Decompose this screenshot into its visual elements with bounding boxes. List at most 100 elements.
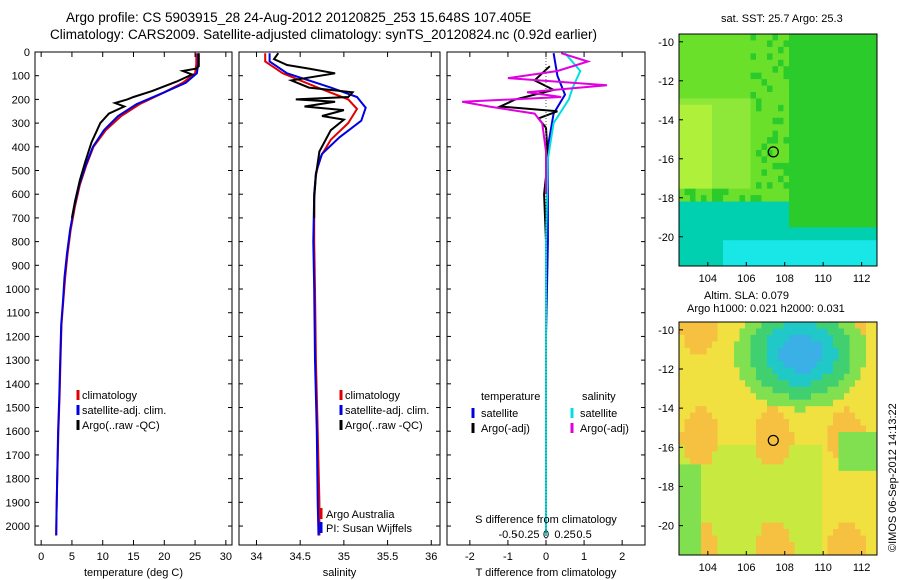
map-cell	[723, 46, 729, 54]
map-cell	[778, 85, 784, 93]
map-cell	[844, 72, 850, 80]
map-cell	[789, 111, 795, 119]
map-x-tick-label: 112	[853, 273, 871, 285]
map-cell	[838, 509, 845, 517]
map-cell	[838, 104, 845, 112]
map-cell	[717, 111, 724, 119]
map-cell	[701, 535, 707, 543]
map-cell	[849, 535, 856, 543]
map-cell	[756, 334, 762, 342]
map-cell	[745, 111, 751, 119]
map-cell	[811, 464, 817, 472]
map-cell	[745, 34, 751, 41]
map-cell	[723, 322, 729, 329]
map-cell	[772, 393, 779, 401]
map-cell	[701, 59, 707, 67]
header-line-1: Argo profile: CS 5903915_28 24-Aug-2012 …	[66, 10, 532, 25]
map-cell	[728, 169, 735, 177]
map-cell	[750, 483, 757, 491]
map-cell	[811, 175, 817, 183]
map-cell	[871, 367, 878, 375]
map-cell	[838, 98, 845, 106]
map-cell	[805, 59, 812, 67]
map-cell	[684, 34, 691, 41]
map-cell	[695, 438, 702, 446]
map-cell	[866, 386, 872, 394]
map-cell	[778, 34, 784, 41]
map-cell	[833, 522, 839, 530]
map-cell	[695, 246, 702, 254]
map-cell	[838, 246, 845, 254]
map-cell	[833, 53, 839, 61]
map-cell	[849, 354, 856, 362]
map-cell	[844, 195, 850, 202]
map-cell	[728, 367, 735, 375]
map-cell	[849, 162, 856, 170]
map-cell	[833, 360, 839, 368]
map-cell	[855, 386, 861, 394]
map-cell	[794, 432, 801, 439]
map-cell	[789, 130, 795, 138]
map-cell	[712, 253, 718, 260]
map-cell	[778, 451, 784, 459]
map-cell	[761, 92, 768, 99]
map-cell	[684, 425, 691, 433]
map-cell	[822, 40, 828, 48]
map-cell	[756, 477, 762, 485]
map-cell	[745, 444, 751, 452]
map-cell	[860, 162, 867, 170]
map-cell	[712, 156, 718, 164]
map-cell	[684, 137, 691, 144]
map-cell	[849, 529, 856, 536]
map-cell	[800, 373, 806, 381]
map-cell	[871, 496, 878, 504]
map-cell	[679, 438, 685, 446]
map-cell	[695, 46, 702, 54]
map-cell	[739, 182, 746, 190]
map-cell	[723, 208, 729, 215]
map-cell	[800, 367, 806, 375]
map-cell	[871, 227, 878, 235]
map-cell	[849, 53, 856, 61]
map-cell	[717, 143, 724, 151]
map-cell	[805, 150, 812, 157]
map-cell	[684, 529, 691, 536]
map-cell	[761, 354, 768, 362]
map-cell	[728, 483, 735, 491]
map-cell	[712, 444, 718, 452]
map-cell	[855, 208, 861, 215]
map-cell	[723, 169, 729, 177]
map-cell	[712, 79, 718, 86]
map-cell	[728, 34, 735, 41]
map-cell	[866, 220, 872, 228]
map-cell	[761, 444, 768, 452]
map-cell	[728, 477, 735, 485]
map-cell	[833, 341, 839, 349]
map-cell	[690, 373, 696, 381]
map-bottom-title-2: Argo h1000: 0.021 h2000: 0.031	[687, 303, 845, 315]
map-cell	[701, 92, 707, 99]
x-tick-label: -2	[465, 551, 475, 563]
map-cell	[756, 529, 762, 536]
map-cell	[761, 59, 768, 67]
map-cell	[761, 137, 768, 144]
map-cell	[816, 477, 823, 485]
map-cell	[871, 169, 878, 177]
map-cell	[871, 522, 878, 530]
map-y-tick-label: -14	[658, 115, 674, 127]
map-cell	[750, 259, 757, 267]
map-cell	[805, 195, 812, 202]
map-cell	[717, 464, 724, 472]
map-cell	[706, 360, 713, 368]
map-cell	[728, 143, 735, 151]
map-cell	[805, 347, 812, 355]
map-cell	[800, 412, 806, 420]
map-cell	[866, 548, 872, 556]
map-cell	[844, 98, 850, 106]
map-cell	[838, 470, 845, 478]
map-cell	[761, 470, 768, 478]
map-cell	[706, 444, 713, 452]
map-cell	[745, 322, 751, 329]
map-cell	[684, 334, 691, 342]
map-cell	[816, 40, 823, 48]
